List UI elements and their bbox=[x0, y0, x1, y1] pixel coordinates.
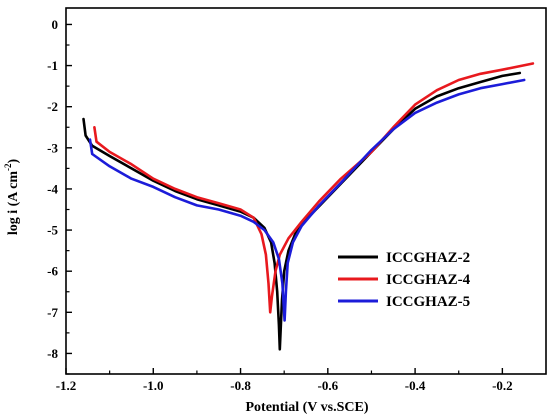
plot-frame bbox=[65, 7, 547, 375]
y-tick-label: -2 bbox=[47, 99, 58, 114]
y-axis-title-main: log i (A cm bbox=[6, 171, 21, 235]
series-line-2 bbox=[93, 62, 535, 314]
y-tick-label: -3 bbox=[47, 140, 58, 155]
legend: ICCGHAZ-2 ICCGHAZ-4 ICCGHAZ-5 bbox=[338, 250, 471, 310]
axes-layer bbox=[65, 7, 547, 375]
y-tick-label: -8 bbox=[47, 346, 58, 361]
legend-label-2: ICCGHAZ-4 bbox=[386, 272, 471, 288]
x-tick-label: -0.8 bbox=[230, 378, 251, 393]
y-axis-title-close: ) bbox=[6, 159, 21, 164]
y-tick-label: -7 bbox=[47, 305, 58, 320]
legend-label-1: ICCGHAZ-2 bbox=[386, 250, 470, 266]
x-tick-label: -1.2 bbox=[56, 378, 77, 393]
y-tick-label: 0 bbox=[52, 17, 59, 32]
series-line-1 bbox=[82, 71, 522, 351]
x-tick-label: -0.6 bbox=[318, 378, 339, 393]
x-tick-label: -0.4 bbox=[405, 378, 426, 393]
y-tick-label: -5 bbox=[47, 223, 58, 238]
y-tick-label: -6 bbox=[47, 264, 58, 279]
legend-label-3: ICCGHAZ-5 bbox=[386, 294, 470, 310]
x-tick-label: -0.2 bbox=[492, 378, 513, 393]
y-axis-title-superscript: -2 bbox=[3, 163, 13, 171]
y-axis-title: log i (A cm-2) bbox=[3, 159, 21, 236]
x-tick-label: -1.0 bbox=[143, 378, 164, 393]
y-tick-label: -1 bbox=[47, 58, 58, 73]
series-line-3 bbox=[88, 78, 526, 322]
y-tick-label: -4 bbox=[47, 181, 58, 196]
x-axis-title: Potential (V vs.SCE) bbox=[245, 400, 368, 415]
ticks-layer: -1.2 -1.0 -0.8 -0.6 -0.4 -0.2 0 -1 -2 -3 -4 -5 -6 -7 -… bbox=[47, 17, 513, 393]
series-layer bbox=[82, 62, 535, 351]
